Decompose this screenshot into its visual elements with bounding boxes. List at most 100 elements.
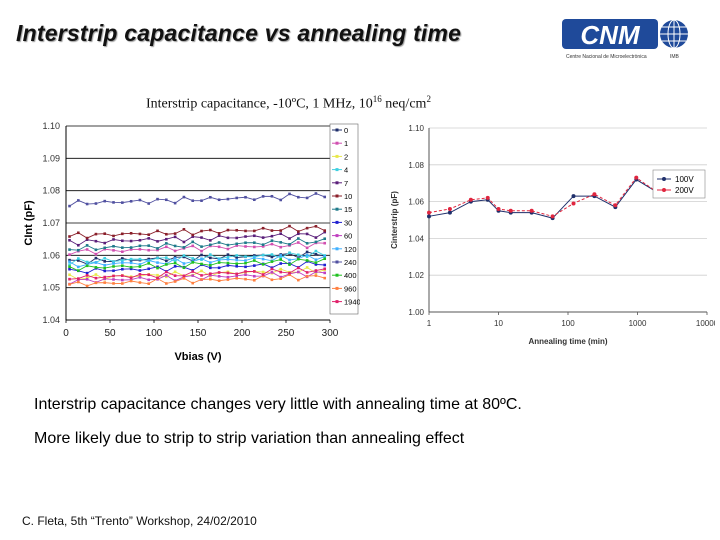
series-point: [613, 203, 618, 208]
series-point: [103, 281, 107, 284]
series-point: [235, 244, 239, 247]
series-point: [147, 273, 151, 277]
series-point: [235, 264, 239, 268]
x-tick-label: 150: [190, 328, 207, 339]
series-line: [69, 251, 325, 265]
series-line: [69, 260, 325, 274]
series-point: [244, 255, 247, 258]
series-point: [112, 262, 115, 265]
series-point: [244, 270, 247, 273]
series-point: [200, 274, 203, 277]
series-point: [209, 277, 212, 281]
legend-box: [329, 123, 359, 315]
series-point: [592, 192, 597, 197]
series-point: [209, 243, 212, 247]
series-point: [270, 239, 274, 242]
series-point: [173, 270, 177, 274]
series-point: [279, 198, 283, 202]
series-point: [121, 239, 124, 243]
series-point: [191, 244, 195, 248]
series-point: [112, 244, 115, 248]
series-point: [270, 255, 274, 259]
series-line: [69, 192, 325, 207]
series-point: [77, 248, 80, 252]
series-point: [165, 275, 168, 279]
series-point: [85, 284, 89, 288]
series-point: [121, 282, 124, 285]
series-point: [85, 263, 89, 266]
series-point: [138, 232, 142, 236]
series-point: [217, 266, 221, 270]
series-point: [209, 239, 212, 242]
legend-label: 0: [344, 126, 348, 135]
series-point: [226, 228, 230, 232]
series-point: [217, 271, 221, 274]
series-point: [323, 257, 327, 261]
series-point: [550, 214, 555, 219]
series-point: [112, 282, 115, 285]
series-point: [121, 264, 124, 268]
series-point: [261, 263, 265, 266]
series-point: [288, 258, 291, 262]
series-point: [138, 244, 142, 248]
series-point: [182, 240, 186, 244]
series-1: [68, 241, 327, 256]
series-point: [68, 204, 71, 208]
series-point: [253, 198, 256, 202]
series-line: [69, 267, 325, 280]
series-point: [112, 249, 115, 252]
series-point: [191, 274, 195, 277]
series-point: [173, 259, 177, 263]
series-point: [235, 242, 239, 246]
series-point: [112, 274, 115, 278]
y-tick-label: 1.04: [42, 315, 60, 325]
series-point: [94, 276, 98, 280]
legend-marker: [335, 168, 339, 172]
chart-header-unit-exponent: 2: [426, 94, 431, 104]
series-point: [147, 244, 151, 247]
series-point: [226, 261, 230, 265]
x-tick-label: 10: [494, 319, 503, 328]
y-tick-label: 1.09: [42, 153, 60, 163]
series-line: [69, 254, 325, 268]
series-point: [85, 264, 89, 268]
series-point: [261, 270, 265, 274]
series-point: [288, 271, 291, 275]
series-point: [121, 257, 124, 260]
series-point: [94, 273, 98, 276]
series-point: [182, 254, 186, 257]
series-point: [244, 235, 247, 238]
series-point: [217, 279, 221, 283]
series-point: [200, 269, 203, 273]
series-point: [235, 262, 239, 266]
x-tick-label: 300: [322, 328, 339, 339]
series-point: [226, 278, 230, 281]
series-point: [217, 241, 221, 244]
logo-globe-grid-icon: [660, 19, 688, 49]
series-point: [305, 274, 309, 278]
series-point: [165, 198, 168, 202]
y-tick-label: 1.06: [42, 250, 60, 260]
series-point: [94, 281, 98, 285]
series-point: [138, 247, 142, 251]
series-line: [428, 178, 658, 219]
legend-marker: [335, 286, 339, 290]
series-point: [129, 239, 133, 243]
series-point: [156, 247, 159, 250]
series-point: [112, 238, 115, 241]
series-point: [270, 267, 274, 271]
series-point: [77, 231, 80, 235]
series-point: [323, 229, 327, 232]
chart-header-text: Interstrip capacitance, -10ºC, 1 MHz, 10: [146, 96, 373, 112]
series-point: [305, 226, 309, 230]
series-point: [253, 259, 256, 262]
series-point: [147, 257, 151, 261]
series-point: [305, 241, 309, 245]
series-point: [279, 267, 283, 271]
series-200V: [427, 175, 660, 219]
legend-label: 15: [344, 205, 352, 214]
series-point: [200, 262, 203, 266]
series-point: [209, 228, 212, 232]
series-point: [85, 244, 89, 247]
series-point: [200, 278, 203, 281]
